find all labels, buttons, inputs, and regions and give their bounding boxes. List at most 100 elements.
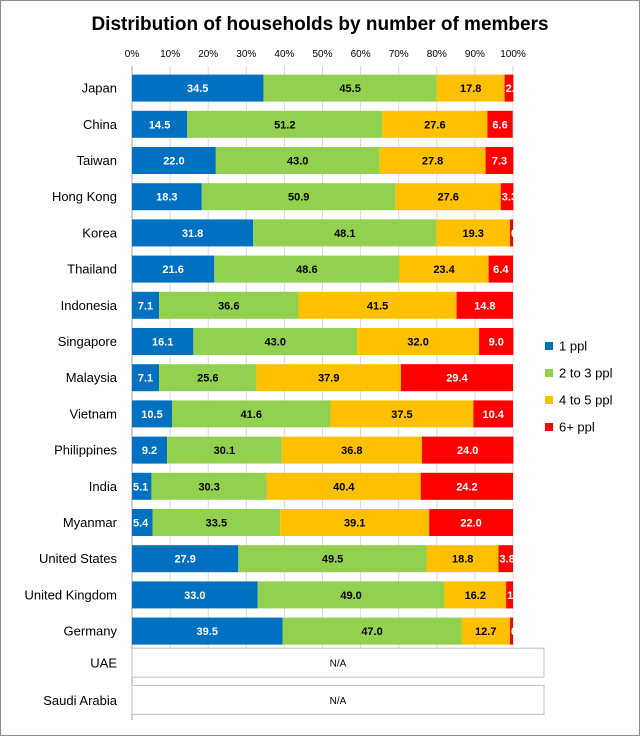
bar-segment bbox=[132, 219, 254, 247]
data-label: 27.6 bbox=[438, 192, 459, 204]
bar-segment bbox=[256, 364, 401, 392]
legend-swatch bbox=[545, 342, 553, 350]
x-axis-ticks: 0% 10% 20% 30% 40% 50% 60% 70% 80% 90% 100% bbox=[125, 49, 526, 60]
legend: 1 ppl 2 to 3 ppl 4 to 5 ppl 6+ ppl bbox=[545, 339, 613, 435]
data-label: 19.3 bbox=[462, 228, 483, 240]
na-box bbox=[131, 647, 545, 678]
bar-segment bbox=[487, 110, 513, 138]
x-tick-label: 30% bbox=[236, 49, 256, 60]
data-label: 16.1 bbox=[152, 337, 173, 349]
data-label: 16.2 bbox=[465, 590, 486, 602]
x-tick-label: 0% bbox=[125, 49, 140, 60]
na-rows: UAE N/A Saudi Arabia N/A bbox=[43, 647, 545, 715]
category-label: Myanmar bbox=[63, 515, 118, 530]
category-label: UAE bbox=[90, 656, 117, 671]
data-label: 36.6 bbox=[218, 300, 239, 312]
legend-label: 1 ppl bbox=[559, 339, 587, 354]
data-label: 7.1 bbox=[138, 373, 153, 385]
na-box bbox=[131, 684, 545, 715]
bar-segment bbox=[132, 472, 152, 500]
bar-segment bbox=[132, 183, 202, 211]
category-label: China bbox=[83, 117, 118, 132]
bar-segment bbox=[132, 147, 216, 174]
bar-segment bbox=[436, 219, 510, 247]
data-label: 37.9 bbox=[318, 373, 339, 385]
data-label: 22.0 bbox=[460, 518, 481, 530]
bar-segment bbox=[395, 183, 501, 211]
bar-segment bbox=[298, 291, 457, 319]
bar-segment bbox=[132, 509, 153, 536]
bar-segment bbox=[187, 110, 383, 138]
data-label: 49.5 bbox=[322, 554, 343, 566]
x-tick-label: 90% bbox=[465, 49, 485, 60]
x-tick-label: 50% bbox=[312, 49, 332, 60]
legend-label: 6+ ppl bbox=[559, 420, 595, 435]
x-tick-label: 60% bbox=[351, 49, 371, 60]
x-tick-label: 80% bbox=[427, 49, 447, 60]
bar-segment bbox=[193, 328, 358, 355]
bar-segment bbox=[215, 147, 380, 174]
category-label: India bbox=[89, 479, 118, 494]
data-label: 50.9 bbox=[288, 192, 309, 204]
data-label: 45.5 bbox=[339, 83, 360, 95]
data-label: 34.5 bbox=[187, 83, 208, 95]
data-label: 49.0 bbox=[340, 590, 361, 602]
data-label: 30.1 bbox=[214, 445, 235, 457]
category-label: Malaysia bbox=[66, 370, 118, 385]
na-label: N/A bbox=[330, 696, 347, 707]
bar-segment bbox=[281, 436, 422, 464]
bar-segment bbox=[421, 436, 514, 464]
bar-segment bbox=[382, 110, 488, 138]
data-label: 27.6 bbox=[424, 119, 445, 131]
bar-segment bbox=[500, 183, 514, 211]
data-label: 21.6 bbox=[162, 264, 183, 276]
category-label: Hong Kong bbox=[52, 189, 117, 204]
data-label: 43.0 bbox=[287, 156, 308, 168]
bar-segment bbox=[132, 364, 160, 392]
data-label: 33.5 bbox=[206, 518, 227, 530]
data-label: 33.0 bbox=[184, 590, 205, 602]
data-label: 10.5 bbox=[141, 409, 162, 421]
legend-swatch bbox=[545, 369, 553, 377]
x-tick-label: 20% bbox=[198, 49, 218, 60]
category-label: Vietnam bbox=[70, 406, 117, 421]
data-label: 30.3 bbox=[198, 481, 219, 493]
bar-segment bbox=[498, 545, 513, 573]
data-label: 7.1 bbox=[138, 300, 153, 312]
data-label: 48.1 bbox=[334, 228, 355, 240]
bar-segment bbox=[151, 472, 267, 500]
data-label: 41.5 bbox=[367, 300, 388, 312]
data-label: 24.0 bbox=[457, 445, 478, 457]
data-label: 10.4 bbox=[482, 409, 504, 421]
data-label: 22.0 bbox=[163, 156, 184, 168]
bar-segment bbox=[282, 617, 462, 645]
bar-segment bbox=[132, 617, 283, 645]
bar-segment bbox=[485, 147, 514, 174]
bar-segment bbox=[436, 74, 505, 102]
data-label: 9.2 bbox=[142, 445, 157, 457]
data-label: 9.0 bbox=[489, 337, 504, 349]
category-label: Indonesia bbox=[61, 298, 118, 313]
data-label: 14.5 bbox=[149, 119, 170, 131]
data-label: 7.3 bbox=[492, 156, 507, 168]
legend-label: 2 to 3 ppl bbox=[559, 366, 613, 381]
bar-segment bbox=[172, 400, 331, 428]
x-tick-label: 10% bbox=[160, 49, 180, 60]
bar-segment bbox=[461, 617, 510, 645]
bar-segment bbox=[420, 472, 513, 500]
bar-segment bbox=[509, 617, 513, 645]
data-label: 18.3 bbox=[156, 192, 177, 204]
bar-segment bbox=[132, 291, 160, 319]
data-label: 32.0 bbox=[407, 337, 428, 349]
data-label: 6.6 bbox=[492, 119, 507, 131]
data-label: 40.4 bbox=[333, 481, 355, 493]
category-label: United States bbox=[39, 551, 118, 566]
legend-label: 4 to 5 ppl bbox=[559, 393, 613, 408]
data-label: 43.0 bbox=[265, 337, 286, 349]
data-label: 27.8 bbox=[422, 156, 443, 168]
bar-segment bbox=[399, 255, 489, 283]
bar-segment bbox=[238, 545, 427, 573]
bar-segment bbox=[330, 400, 474, 428]
bar-segment bbox=[167, 436, 282, 464]
